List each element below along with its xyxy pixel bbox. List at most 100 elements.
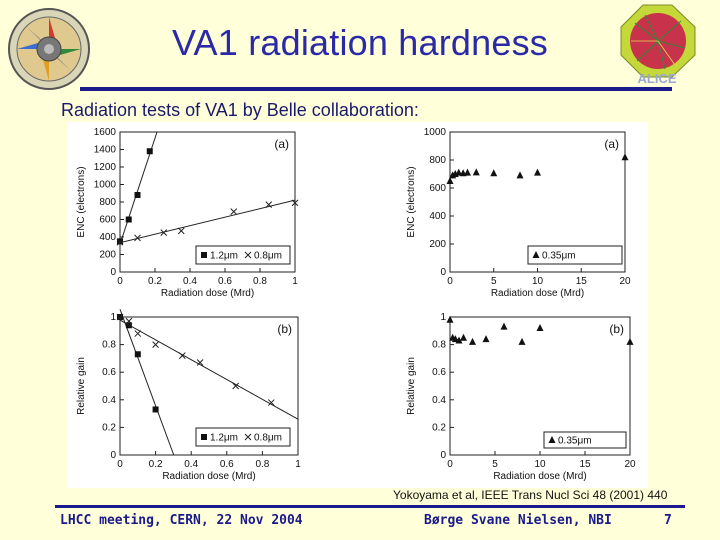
data-point-triangle bbox=[464, 168, 471, 176]
legend-label: 0.8μm bbox=[254, 433, 282, 444]
y-tick-label: 1000 bbox=[424, 127, 447, 138]
data-point-cross bbox=[265, 201, 273, 208]
legend-box bbox=[195, 427, 291, 447]
data-point-cross bbox=[196, 359, 204, 366]
y-tick-label: 400 bbox=[99, 232, 116, 243]
data-point-triangle bbox=[482, 335, 490, 343]
legend-marker-cross bbox=[244, 433, 252, 441]
y-axis-label: ENC (electrons) bbox=[76, 166, 87, 237]
x-tick-label: 10 bbox=[534, 459, 546, 470]
y-tick-label: 0.2 bbox=[102, 422, 116, 433]
x-tick-label: 1 bbox=[292, 276, 298, 287]
data-point-square bbox=[125, 216, 132, 223]
figure-panel: 0 0.2 0.4 0.6 0.8 102004006008001000120014001… bbox=[68, 122, 648, 488]
data-point-square bbox=[117, 238, 123, 245]
y-tick-label: 0.8 bbox=[102, 340, 116, 351]
panel-label: (b) bbox=[609, 322, 624, 336]
y-tick-label: 200 bbox=[429, 239, 446, 250]
x-tick-label: 0.2 bbox=[148, 276, 162, 287]
x-tick-label: 15 bbox=[576, 276, 588, 287]
legend-box bbox=[527, 245, 623, 265]
data-point-cross bbox=[152, 341, 159, 348]
subtitle: Radiation tests of VA1 by Belle collabor… bbox=[61, 100, 419, 120]
y-tick-label: 0.8 bbox=[432, 340, 446, 351]
data-point-square bbox=[152, 406, 159, 413]
legend-label: 1.2μm bbox=[210, 433, 238, 444]
data-point-cross bbox=[267, 399, 275, 406]
page-title: VA1 radiation hardness bbox=[172, 22, 548, 63]
x-tick-label: 0.4 bbox=[184, 459, 198, 470]
data-point-triangle bbox=[626, 337, 634, 345]
y-tick-label: 800 bbox=[99, 197, 116, 208]
data-point-cross bbox=[125, 317, 133, 325]
legend-label: 1.2μm bbox=[210, 251, 238, 262]
x-tick-label: 20 bbox=[619, 276, 631, 287]
y-tick-label: 1200 bbox=[94, 162, 117, 173]
data-point-cross bbox=[178, 352, 186, 359]
y-axis-label: ENC (electrons) bbox=[406, 166, 417, 237]
y-tick-label: 0.2 bbox=[432, 422, 446, 433]
data-point-triangle bbox=[500, 322, 508, 330]
legend-box bbox=[195, 245, 291, 265]
data-point-triangle bbox=[516, 171, 524, 179]
x-tick-label: 0 bbox=[117, 459, 123, 470]
data-point-triangle bbox=[446, 177, 454, 184]
x-tick-label: 0.8 bbox=[255, 459, 269, 470]
alice-logo-icon: ALICE bbox=[620, 4, 696, 85]
data-point-cross bbox=[177, 227, 185, 235]
data-point-square bbox=[134, 351, 141, 358]
y-tick-label: 1600 bbox=[94, 127, 117, 138]
legend-marker-triangle bbox=[532, 251, 540, 258]
data-point-square bbox=[146, 148, 153, 155]
page-number: 7 bbox=[664, 513, 672, 528]
data-point-triangle bbox=[469, 337, 476, 345]
data-point-cross bbox=[116, 238, 124, 246]
y-tick-label: 0 bbox=[440, 267, 446, 278]
x-tick-label: 10 bbox=[532, 276, 544, 287]
data-point-triangle bbox=[490, 169, 498, 177]
alice-logo-label: ALICE bbox=[638, 71, 677, 85]
x-tick-label: 0.8 bbox=[253, 276, 267, 287]
footer-author: Børge Svane Nielsen, NBI bbox=[424, 513, 612, 528]
x-tick-label: 0 bbox=[447, 276, 453, 287]
legend-marker-cross bbox=[244, 251, 252, 259]
legend-label: 0.35μm bbox=[542, 251, 576, 262]
x-tick-label: 0 bbox=[447, 459, 453, 470]
legend-marker-square bbox=[201, 434, 207, 440]
trend-line bbox=[119, 199, 296, 244]
trend-line bbox=[119, 309, 175, 456]
y-tick-label: 1 bbox=[110, 312, 116, 323]
legend-label: 0.8μm bbox=[254, 251, 282, 262]
y-tick-label: 0.6 bbox=[432, 367, 446, 378]
y-tick-label: 400 bbox=[429, 211, 446, 222]
plot-frame-2 bbox=[119, 316, 299, 456]
data-point-cross bbox=[232, 382, 240, 390]
data-point-triangle bbox=[446, 315, 454, 323]
y-tick-label: 0.4 bbox=[432, 395, 446, 406]
citation: Yokoyama et al, IEEE Trans Nucl Sci 48 (… bbox=[393, 488, 668, 502]
wheel-logo-icon bbox=[8, 8, 90, 90]
panel-label: (a) bbox=[274, 137, 289, 151]
data-point-triangle bbox=[534, 168, 541, 176]
y-tick-label: 600 bbox=[99, 215, 116, 226]
data-point-cross bbox=[160, 229, 168, 236]
y-tick-label: 200 bbox=[99, 250, 116, 261]
x-tick-label: 0.6 bbox=[220, 459, 234, 470]
x-tick-label: 0.6 bbox=[218, 276, 232, 287]
title-divider bbox=[80, 87, 672, 91]
y-tick-label: 0 bbox=[110, 267, 116, 278]
x-axis-label: Radiation dose (Mrd) bbox=[162, 471, 255, 482]
data-point-cross bbox=[230, 208, 238, 215]
x-axis-label: Radiation dose (Mrd) bbox=[161, 288, 254, 299]
footer-divider bbox=[55, 505, 685, 508]
y-tick-label: 800 bbox=[429, 155, 446, 166]
panel-label: (b) bbox=[277, 322, 292, 336]
data-point-triangle bbox=[536, 324, 544, 332]
legend-label: 0.35μm bbox=[558, 436, 592, 447]
data-point-cross bbox=[134, 330, 142, 337]
y-tick-label: 1400 bbox=[94, 145, 117, 156]
y-tick-label: 0 bbox=[440, 450, 446, 461]
y-tick-label: 0.6 bbox=[102, 367, 116, 378]
x-tick-label: 0 bbox=[117, 276, 123, 287]
x-axis-label: Radiation dose (Mrd) bbox=[491, 288, 584, 299]
